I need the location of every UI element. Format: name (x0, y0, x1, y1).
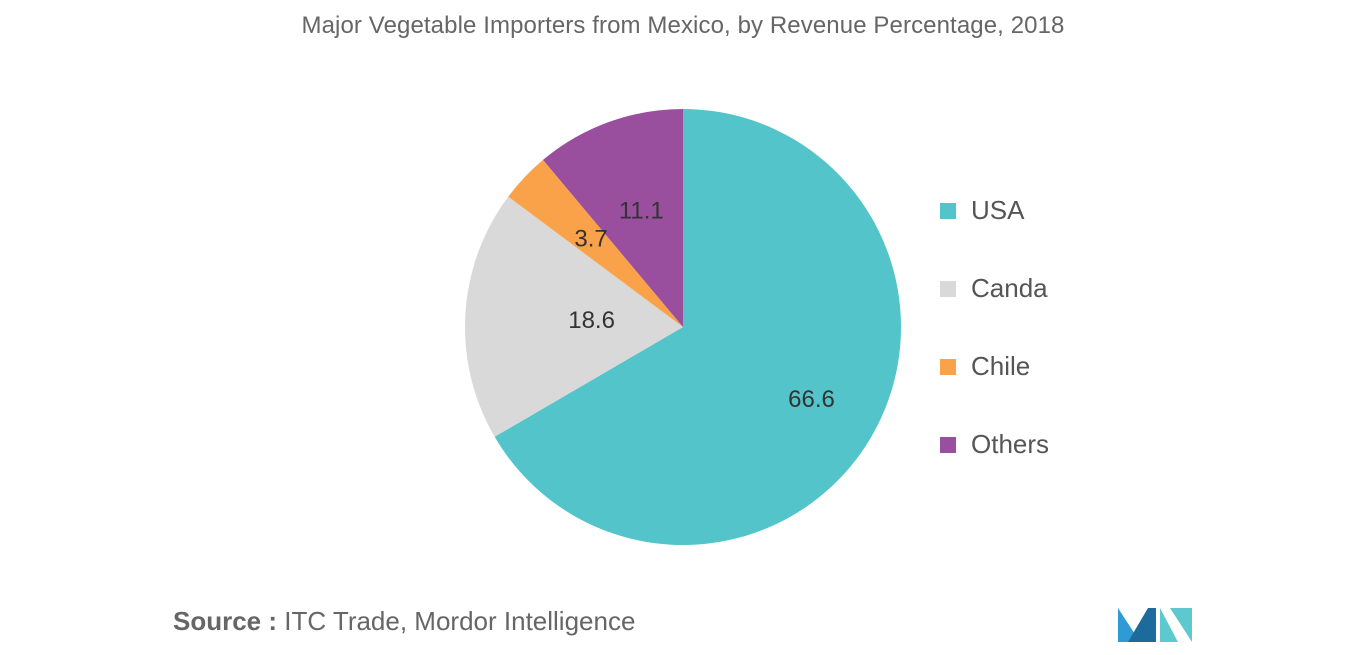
legend-swatch-canda (940, 281, 956, 297)
legend-label-canda: Canda (971, 273, 1048, 303)
source-text: ITC Trade, Mordor Intelligence (284, 606, 636, 636)
source-note: Source : ITC Trade, Mordor Intelligence (173, 606, 635, 637)
mordor-intelligence-logo-icon (1118, 608, 1192, 642)
pie-slice-canda[interactable] (465, 196, 683, 437)
legend-swatch-others (940, 437, 956, 453)
pie-slices (465, 109, 902, 545)
data-label-others: 11.1 (619, 198, 664, 225)
legend-label-others: Others (971, 429, 1050, 459)
data-label-usa: 66.6 (788, 386, 835, 413)
pie-slice-chile[interactable] (508, 159, 683, 327)
legend-swatch-chile (940, 359, 956, 375)
legend-swatch-usa (940, 203, 956, 219)
legend-label-usa: USA (971, 195, 1025, 225)
pie-slice-others[interactable] (542, 109, 683, 327)
data-label-canda: 18.6 (568, 307, 615, 334)
legend-label-chile: Chile (971, 351, 1031, 381)
data-label-chile: 3.7 (574, 226, 607, 253)
pie-slice-labels: 66.6 18.6 3.7 11.1 (568, 198, 835, 414)
pie-slice-usa[interactable] (494, 109, 902, 545)
chart-title: Major Vegetable Importers from Mexico, b… (301, 12, 1065, 39)
source-label: Source : (173, 606, 278, 636)
